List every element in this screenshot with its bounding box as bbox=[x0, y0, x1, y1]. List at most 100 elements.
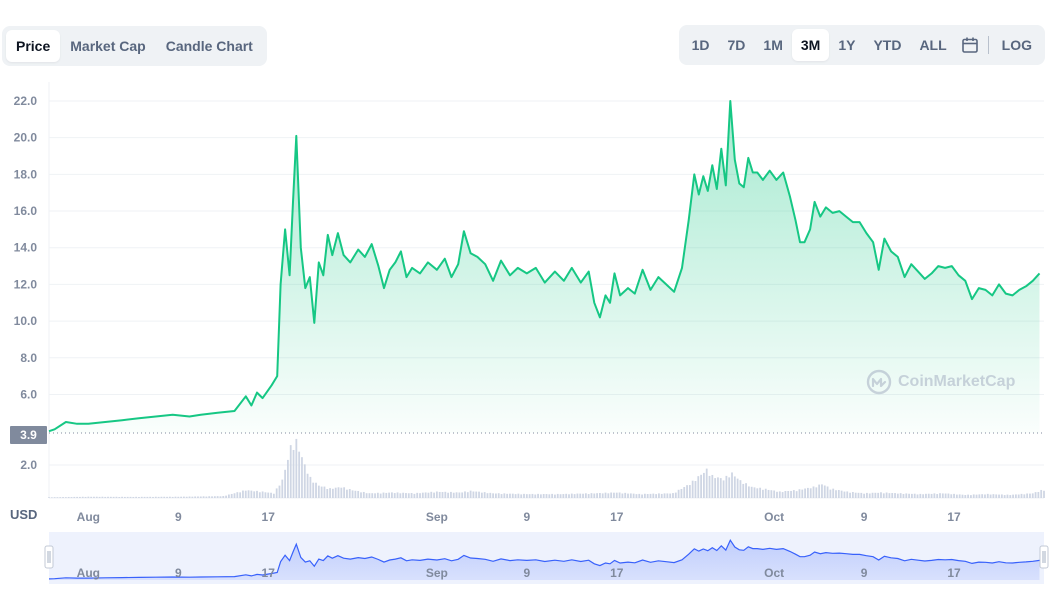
volume-bar bbox=[905, 493, 908, 498]
volume-bar bbox=[464, 491, 466, 498]
x-tick-label: 17 bbox=[947, 510, 961, 524]
range-1m[interactable]: 1M bbox=[763, 37, 783, 53]
volume-bar bbox=[104, 496, 107, 498]
range-3m[interactable]: 3M bbox=[791, 29, 830, 61]
volume-bar bbox=[441, 492, 444, 498]
volume-bar bbox=[691, 480, 694, 498]
volume-bar bbox=[303, 464, 306, 498]
navigator-right-handle[interactable] bbox=[1039, 545, 1049, 569]
volume-bar bbox=[528, 494, 531, 498]
volume-bar bbox=[537, 493, 539, 498]
volume-bar bbox=[115, 496, 118, 498]
volume-bar bbox=[70, 497, 73, 498]
volume-bar bbox=[967, 494, 970, 498]
volume-bar bbox=[627, 493, 629, 498]
volume-bar bbox=[256, 490, 258, 498]
volume-bar bbox=[509, 493, 511, 498]
y-tick-label: 10.0 bbox=[14, 314, 38, 328]
volume-bar bbox=[964, 494, 967, 498]
volume-bar bbox=[374, 493, 376, 498]
tab-price[interactable]: Price bbox=[6, 30, 61, 62]
volume-bar bbox=[427, 492, 430, 498]
volume-bar bbox=[59, 497, 62, 498]
volume-bar bbox=[570, 493, 573, 498]
volume-bar bbox=[641, 494, 643, 498]
y-tick-label: 18.0 bbox=[14, 167, 38, 181]
volume-bar bbox=[244, 490, 247, 498]
range-navigator[interactable]: Aug 9 17 Sep 9 17 Oct 9 17 bbox=[44, 532, 1049, 584]
y-axis-ticks: 22.0 20.0 18.0 16.0 14.0 12.0 10.0 8.0 6.0 2.0 bbox=[14, 94, 38, 472]
volume-bar bbox=[517, 493, 520, 498]
volume-bar bbox=[711, 474, 714, 498]
volume-bar bbox=[655, 494, 658, 498]
volume-bar bbox=[450, 491, 452, 498]
volume-bar bbox=[177, 496, 180, 498]
volume-bar bbox=[292, 450, 295, 498]
navigator-tick-label: 9 bbox=[861, 566, 868, 580]
volume-bar bbox=[703, 472, 705, 498]
range-1y[interactable]: 1Y bbox=[838, 37, 856, 53]
volume-bar bbox=[261, 491, 264, 498]
volume-bar bbox=[438, 491, 441, 498]
volume-bar bbox=[53, 497, 56, 498]
log-scale-button[interactable]: LOG bbox=[1001, 37, 1032, 53]
volume-bar bbox=[171, 496, 174, 498]
volume-bar bbox=[837, 490, 840, 498]
volume-bar bbox=[694, 481, 697, 498]
volume-bar bbox=[264, 492, 267, 498]
volume-bar bbox=[289, 445, 292, 498]
volume-bar bbox=[396, 492, 399, 498]
volume-bar bbox=[776, 491, 778, 498]
volume-bar bbox=[1023, 494, 1026, 498]
volume-bar bbox=[809, 488, 812, 498]
chart-type-selector: Price Market Cap Candle Chart bbox=[2, 26, 267, 66]
volume-bar bbox=[382, 492, 385, 498]
volume-bar bbox=[613, 492, 615, 498]
volume-bar bbox=[877, 492, 880, 498]
volume-bar bbox=[736, 478, 739, 498]
tab-candle-chart[interactable]: Candle Chart bbox=[165, 38, 253, 54]
volume-bar bbox=[48, 497, 50, 498]
volume-bar bbox=[857, 492, 860, 498]
volume-bar bbox=[548, 494, 551, 498]
volume-bar bbox=[503, 493, 506, 498]
navigator-tick-label: 9 bbox=[523, 566, 530, 580]
range-7d[interactable]: 7D bbox=[727, 37, 746, 53]
volume-bar bbox=[351, 490, 354, 498]
volume-bar bbox=[823, 485, 826, 498]
calendar-icon[interactable] bbox=[956, 29, 984, 61]
volume-bar bbox=[447, 492, 450, 498]
navigator-left-handle[interactable] bbox=[44, 545, 54, 569]
volume-bar bbox=[50, 497, 53, 498]
volume-bar bbox=[638, 493, 641, 498]
volume-bar bbox=[607, 493, 610, 498]
y-tick-label: 14.0 bbox=[14, 241, 38, 255]
time-range-selector: 1D 7D 1M 3M 1Y YTD ALL LOG bbox=[678, 25, 1045, 65]
range-1d[interactable]: 1D bbox=[691, 37, 710, 53]
volume-bar bbox=[199, 496, 202, 498]
volume-bar bbox=[79, 496, 81, 498]
volume-bar bbox=[652, 493, 655, 498]
volume-bar bbox=[312, 482, 315, 498]
x-tick-label: Sep bbox=[426, 510, 448, 524]
range-ytd[interactable]: YTD bbox=[873, 37, 902, 53]
volume-bar bbox=[700, 474, 702, 498]
volume-bar bbox=[953, 493, 955, 498]
volume-bar bbox=[908, 493, 910, 498]
range-all[interactable]: ALL bbox=[919, 37, 947, 53]
volume-bar bbox=[804, 488, 806, 498]
volume-bar bbox=[972, 494, 975, 498]
volume-bar bbox=[317, 485, 320, 498]
volume-bar bbox=[787, 491, 790, 498]
volume-bar bbox=[975, 494, 978, 498]
volume-bar bbox=[123, 496, 126, 498]
volume-bar bbox=[863, 493, 866, 498]
price-line bbox=[48, 100, 1041, 433]
price-area bbox=[49, 101, 1040, 433]
volume-bar bbox=[840, 490, 843, 498]
volume-bar bbox=[680, 489, 683, 498]
volume-bar bbox=[430, 491, 433, 498]
volume-bar bbox=[511, 493, 514, 498]
tab-market-cap[interactable]: Market Cap bbox=[70, 38, 146, 54]
